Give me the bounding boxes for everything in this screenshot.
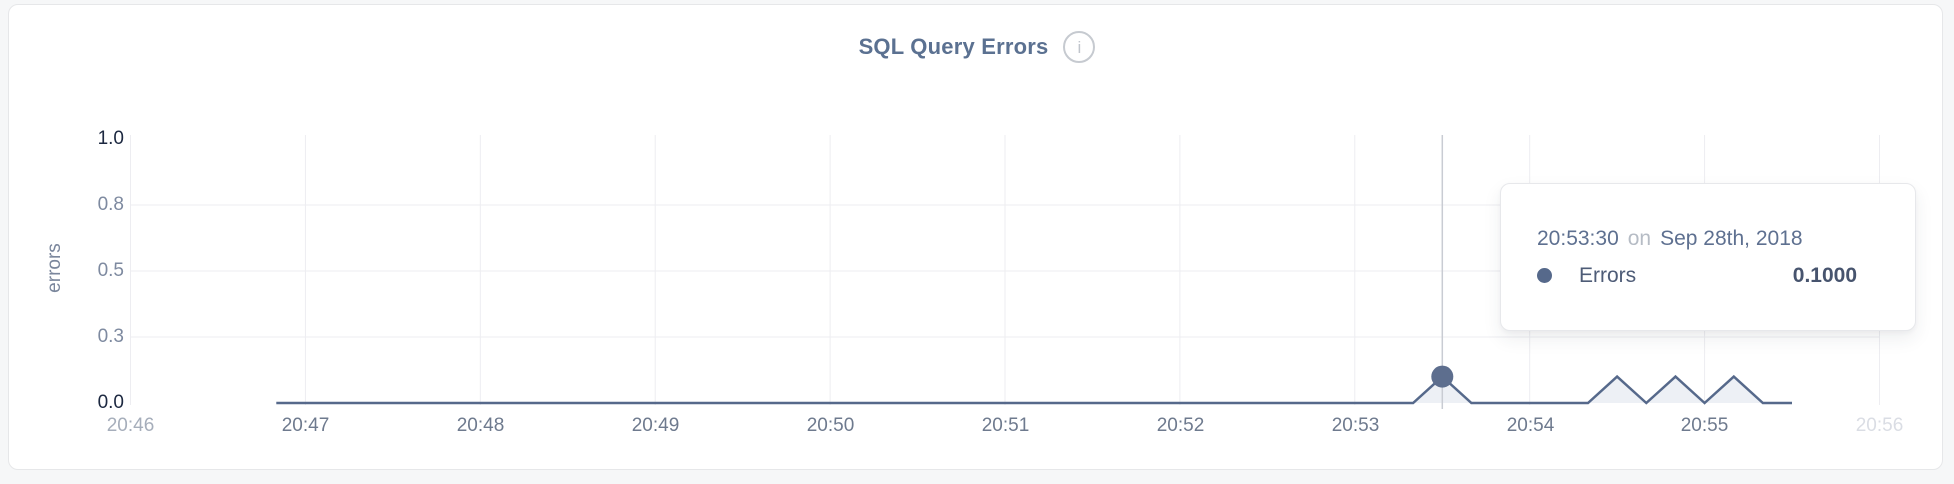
tooltip-separator: on <box>1627 226 1652 250</box>
chart-tooltip: 20:53:30 on Sep 28th, 2018 Errors 0.1000 <box>1500 183 1916 331</box>
x-tick-label: 20:51 <box>981 415 1030 436</box>
tooltip-series-row: Errors 0.1000 <box>1537 264 1857 288</box>
y-tick-label: 0.8 <box>97 194 124 215</box>
x-tick-label: 20:56 <box>1855 415 1904 436</box>
x-tick-label: 20:48 <box>456 415 505 436</box>
y-tick-label: 0.0 <box>97 392 124 413</box>
y-tick-label: 0.5 <box>97 260 124 281</box>
x-tick-label: 20:46 <box>106 415 155 436</box>
tooltip-time: 20:53:30 <box>1537 226 1619 250</box>
x-tick-label: 20:55 <box>1680 415 1729 436</box>
x-tick-label: 20:49 <box>631 415 680 436</box>
y-tick-label: 0.3 <box>97 326 124 347</box>
y-tick-label: 1.0 <box>97 128 124 149</box>
tooltip-date: Sep 28th, 2018 <box>1660 226 1803 250</box>
tooltip-header: 20:53:30 on Sep 28th, 2018 <box>1537 227 1857 251</box>
highlight-dot[interactable] <box>1431 365 1454 388</box>
series-area <box>276 376 1792 403</box>
tooltip-series-label: Errors <box>1579 263 1637 287</box>
x-tick-label: 20:47 <box>281 415 330 436</box>
x-tick-label: 20:54 <box>1506 415 1555 436</box>
x-tick-label: 20:52 <box>1156 415 1205 436</box>
info-icon[interactable]: i <box>1063 31 1096 63</box>
series-line <box>276 374 1792 405</box>
tooltip-series-value: 0.1000 <box>1792 263 1857 287</box>
x-tick-label: 20:50 <box>806 415 855 436</box>
x-tick-label: 20:53 <box>1331 415 1380 436</box>
series-legend-dot-icon <box>1537 268 1552 283</box>
